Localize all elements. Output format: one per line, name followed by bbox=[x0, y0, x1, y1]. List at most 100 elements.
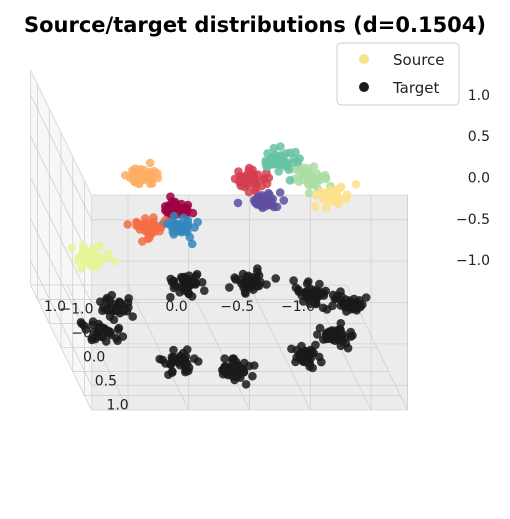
source-point bbox=[275, 188, 285, 197]
target-point bbox=[169, 277, 178, 286]
target-point bbox=[200, 286, 209, 296]
target-point bbox=[169, 345, 178, 355]
target-point bbox=[348, 331, 357, 340]
x-tick-label: −1.0 bbox=[281, 299, 315, 315]
source-point bbox=[123, 220, 132, 229]
z-tick-label: 0.5 bbox=[468, 129, 490, 145]
target-point bbox=[242, 278, 251, 288]
target-point bbox=[241, 380, 251, 389]
z-tick-label: 0.0 bbox=[468, 171, 490, 187]
target-point bbox=[336, 319, 346, 328]
target-point bbox=[308, 363, 318, 373]
target-point bbox=[358, 300, 367, 309]
target-point bbox=[361, 293, 371, 302]
legend-label-target: Target bbox=[392, 79, 440, 97]
source-point bbox=[321, 203, 331, 212]
target-point bbox=[231, 275, 240, 284]
source-point bbox=[351, 180, 361, 189]
source-point bbox=[145, 158, 155, 168]
target-point bbox=[309, 348, 319, 358]
target-point bbox=[192, 269, 202, 279]
source-point bbox=[177, 199, 186, 209]
source-point bbox=[238, 172, 247, 182]
source-point bbox=[188, 208, 198, 218]
source-point bbox=[132, 217, 141, 227]
chart-title: Source/target distributions (d=0.1504) bbox=[24, 13, 486, 37]
grid-line-z bbox=[30, 94, 92, 220]
source-point bbox=[269, 143, 279, 153]
source-point bbox=[88, 244, 98, 253]
source-point bbox=[183, 216, 193, 225]
target-point bbox=[234, 361, 244, 371]
target-point bbox=[184, 277, 193, 287]
z-tick-label: 1.0 bbox=[468, 88, 490, 104]
source-point bbox=[271, 151, 281, 161]
legend-label-source: Source bbox=[393, 51, 445, 69]
target-point bbox=[88, 317, 98, 326]
tick-labels: −1.0−0.50.00.51.0−1.0−0.50.00.51.0−1.0−0… bbox=[44, 88, 490, 414]
x-tick-label: 0.0 bbox=[165, 299, 187, 315]
target-point bbox=[253, 264, 262, 273]
source-point bbox=[284, 165, 293, 174]
target-point bbox=[180, 361, 189, 371]
x-tick-label: 1.0 bbox=[44, 299, 66, 315]
target-point bbox=[304, 277, 313, 286]
target-point bbox=[297, 341, 306, 351]
target-point bbox=[227, 356, 237, 365]
target-point bbox=[95, 322, 105, 332]
source-point bbox=[257, 191, 267, 200]
z-tick-label: −1.0 bbox=[456, 253, 490, 269]
source-point bbox=[149, 166, 159, 176]
source-point bbox=[233, 198, 243, 208]
target-point bbox=[177, 272, 186, 282]
source-point bbox=[166, 192, 175, 201]
target-point bbox=[248, 371, 257, 381]
target-point bbox=[328, 290, 338, 300]
source-point bbox=[279, 196, 289, 205]
target-point bbox=[315, 287, 325, 297]
source-point bbox=[310, 202, 320, 211]
source-point bbox=[131, 174, 141, 184]
source-point bbox=[325, 186, 335, 195]
source-point bbox=[342, 190, 352, 199]
grid-line-z bbox=[30, 177, 92, 303]
target-point bbox=[343, 343, 353, 353]
target-point bbox=[225, 283, 234, 292]
z-tick-label: −0.5 bbox=[456, 212, 490, 228]
legend-marker-source bbox=[359, 54, 369, 64]
target-point bbox=[190, 354, 199, 363]
target-point bbox=[220, 354, 229, 363]
target-point bbox=[91, 334, 100, 344]
legend: Source Target bbox=[336, 42, 460, 106]
source-point bbox=[193, 217, 202, 227]
target-point bbox=[76, 318, 86, 327]
source-point bbox=[163, 219, 172, 228]
target-point bbox=[167, 368, 177, 377]
y-tick-label: −0.5 bbox=[71, 325, 105, 341]
source-point bbox=[89, 254, 98, 264]
target-point bbox=[197, 278, 207, 287]
y-tick-label: 0.0 bbox=[83, 350, 105, 366]
target-point bbox=[337, 292, 347, 301]
source-point bbox=[81, 249, 91, 259]
source-point bbox=[263, 149, 272, 158]
target-point bbox=[183, 345, 192, 354]
source-point bbox=[244, 163, 254, 173]
source-point bbox=[150, 221, 160, 230]
source-point bbox=[110, 257, 119, 266]
source-point bbox=[298, 175, 307, 184]
target-point bbox=[303, 291, 313, 300]
target-point bbox=[343, 298, 353, 308]
source-point bbox=[274, 167, 284, 176]
target-point bbox=[313, 330, 322, 339]
grid-line-x bbox=[66, 284, 129, 411]
target-point bbox=[271, 274, 281, 283]
source-point bbox=[73, 257, 83, 266]
y-tick-label: −1.0 bbox=[60, 301, 94, 317]
target-point bbox=[336, 301, 346, 310]
target-point bbox=[106, 330, 116, 340]
source-point bbox=[77, 264, 86, 273]
target-point bbox=[113, 325, 123, 335]
target-point bbox=[251, 273, 261, 283]
target-point bbox=[324, 331, 333, 341]
